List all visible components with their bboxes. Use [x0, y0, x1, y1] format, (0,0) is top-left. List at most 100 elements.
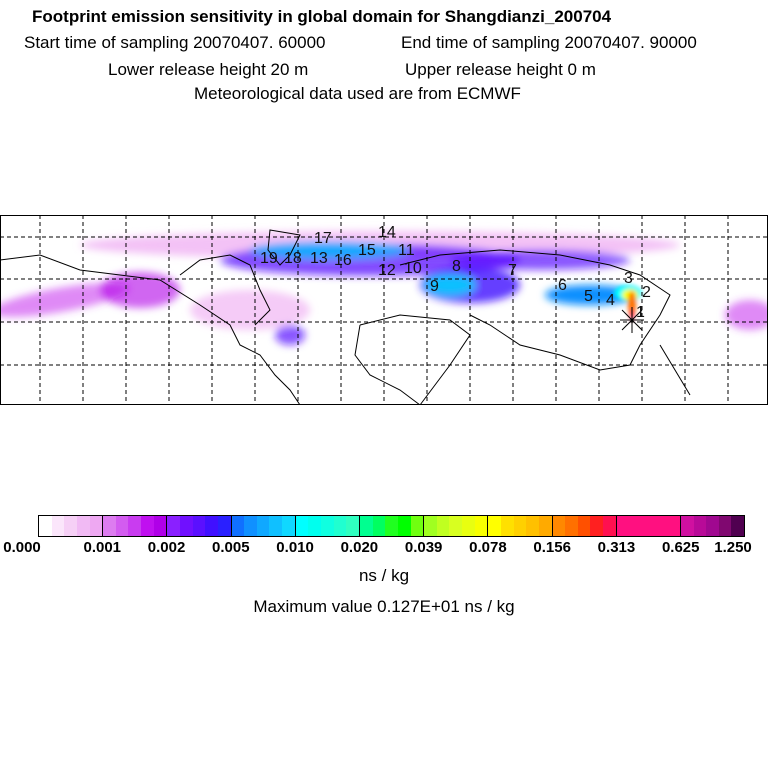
colorbar-tick-label: 0.010	[276, 539, 314, 556]
colorbar-swatch	[269, 516, 283, 536]
colorbar-swatch	[153, 516, 167, 536]
colorbar-segment	[103, 516, 168, 536]
colorbar-swatch	[244, 516, 257, 536]
trajectory-label: 8	[452, 258, 461, 275]
colorbar-segment	[359, 516, 425, 536]
colorbar-swatch	[474, 516, 488, 536]
colorbar-swatch	[39, 516, 52, 536]
upper-release-height: Upper release height 0 m	[405, 60, 596, 79]
colorbar-swatch	[436, 516, 450, 536]
colorbar-swatch	[616, 516, 630, 536]
trajectory-label: 10	[404, 260, 422, 277]
colorbar-swatch	[103, 516, 116, 536]
colorbar-segment	[680, 516, 745, 536]
colorbar-swatch	[667, 516, 680, 536]
colorbar-swatch	[500, 516, 514, 536]
release-site-marker	[620, 307, 644, 333]
colorbar-swatch	[64, 516, 77, 536]
colorbar	[38, 515, 745, 537]
colorbar-swatch	[321, 516, 334, 536]
colorbar-segment	[552, 516, 617, 536]
colorbar-swatch	[424, 516, 437, 536]
trajectory-label: 12	[378, 262, 396, 279]
trajectory-label: 4	[606, 292, 615, 309]
sampling-end: End time of sampling 20070407. 90000	[401, 33, 697, 52]
lower-release-height: Lower release height 20 m	[108, 60, 309, 79]
colorbar-swatch	[731, 516, 745, 536]
trajectory-label: 14	[378, 224, 396, 241]
colorbar-swatch	[115, 516, 129, 536]
colorbar-swatch	[141, 516, 154, 536]
colorbar-tick-label: 0.039	[404, 539, 443, 556]
trajectory-label: 17	[314, 230, 332, 247]
trajectory-label: 3	[624, 270, 633, 287]
colorbar-swatch	[552, 516, 566, 536]
colorbar-tick-label: 0.156	[533, 539, 571, 556]
colorbar-swatch	[397, 516, 411, 536]
sensitivity-field	[0, 231, 768, 345]
colorbar-swatch	[449, 516, 463, 536]
colorbar-swatch	[282, 516, 295, 536]
sampling-start: Start time of sampling 20070407. 60000	[24, 33, 326, 52]
met-data-source: Meteorological data used are from ECMWF	[194, 84, 521, 103]
colorbar-segment	[167, 516, 232, 536]
colorbar-swatch	[488, 516, 501, 536]
trajectory-label: 15	[358, 242, 376, 259]
colorbar-swatch	[205, 516, 218, 536]
colorbar-segment	[616, 516, 681, 536]
colorbar-tick-label: 0.002	[147, 539, 186, 556]
trajectory-label: 9	[430, 278, 439, 295]
plot-title: Footprint emission sensitivity in global…	[32, 7, 612, 26]
colorbar-tick-label: 0.625	[661, 539, 700, 556]
colorbar-swatch	[51, 516, 65, 536]
colorbar-segment	[295, 516, 360, 536]
colorbar-swatch	[180, 516, 193, 536]
coastlines	[0, 229, 691, 405]
colorbar-swatch	[333, 516, 347, 536]
colorbar-segment	[424, 516, 489, 536]
colorbar-swatch	[372, 516, 386, 536]
colorbar-swatch	[128, 516, 142, 536]
colorbar-tick-label: 1.250	[714, 539, 752, 556]
maximum-value: Maximum value 0.127E+01 ns / kg	[253, 597, 515, 616]
colorbar-swatch	[629, 516, 642, 536]
colorbar-segment	[488, 516, 553, 536]
colorbar-tick-label: 0.313	[597, 539, 636, 556]
colorbar-swatch	[641, 516, 655, 536]
colorbar-swatch	[359, 516, 373, 536]
trajectory-label: 6	[558, 277, 567, 294]
colorbar-swatch	[410, 516, 424, 536]
colorbar-tick-label: 0.000	[3, 539, 41, 556]
colorbar-tick-label: 0.020	[340, 539, 379, 556]
colorbar-swatch	[680, 516, 694, 536]
colorbar-swatch	[167, 516, 181, 536]
trajectory-label: 2	[642, 284, 651, 301]
colorbar-swatch	[654, 516, 668, 536]
colorbar-swatch	[603, 516, 616, 536]
colorbar-swatch	[256, 516, 270, 536]
colorbar-swatch	[706, 516, 719, 536]
trajectory-label: 11	[398, 242, 415, 259]
colorbar-swatch	[192, 516, 206, 536]
colorbar-tick-label: 0.001	[83, 539, 122, 556]
colorbar-segment	[39, 516, 104, 536]
trajectory-label: 7	[508, 262, 517, 279]
colorbar-swatch	[526, 516, 539, 536]
colorbar-tick-label: 0.078	[469, 539, 507, 556]
colorbar-swatch	[693, 516, 707, 536]
colorbar-swatch	[295, 516, 309, 536]
colorbar-swatch	[89, 516, 103, 536]
colorbar-swatch	[590, 516, 604, 536]
colorbar-swatch	[513, 516, 527, 536]
colorbar-swatch	[577, 516, 591, 536]
trajectory-label: 18	[284, 250, 302, 267]
colorbar-segment	[231, 516, 296, 536]
trajectory-label: 1	[636, 304, 645, 321]
colorbar-swatch	[718, 516, 732, 536]
colorbar-swatch	[538, 516, 552, 536]
colorbar-swatch	[217, 516, 231, 536]
trajectory-label: 5	[584, 288, 593, 305]
colorbar-swatch	[385, 516, 398, 536]
trajectory-label: 13	[310, 250, 328, 267]
